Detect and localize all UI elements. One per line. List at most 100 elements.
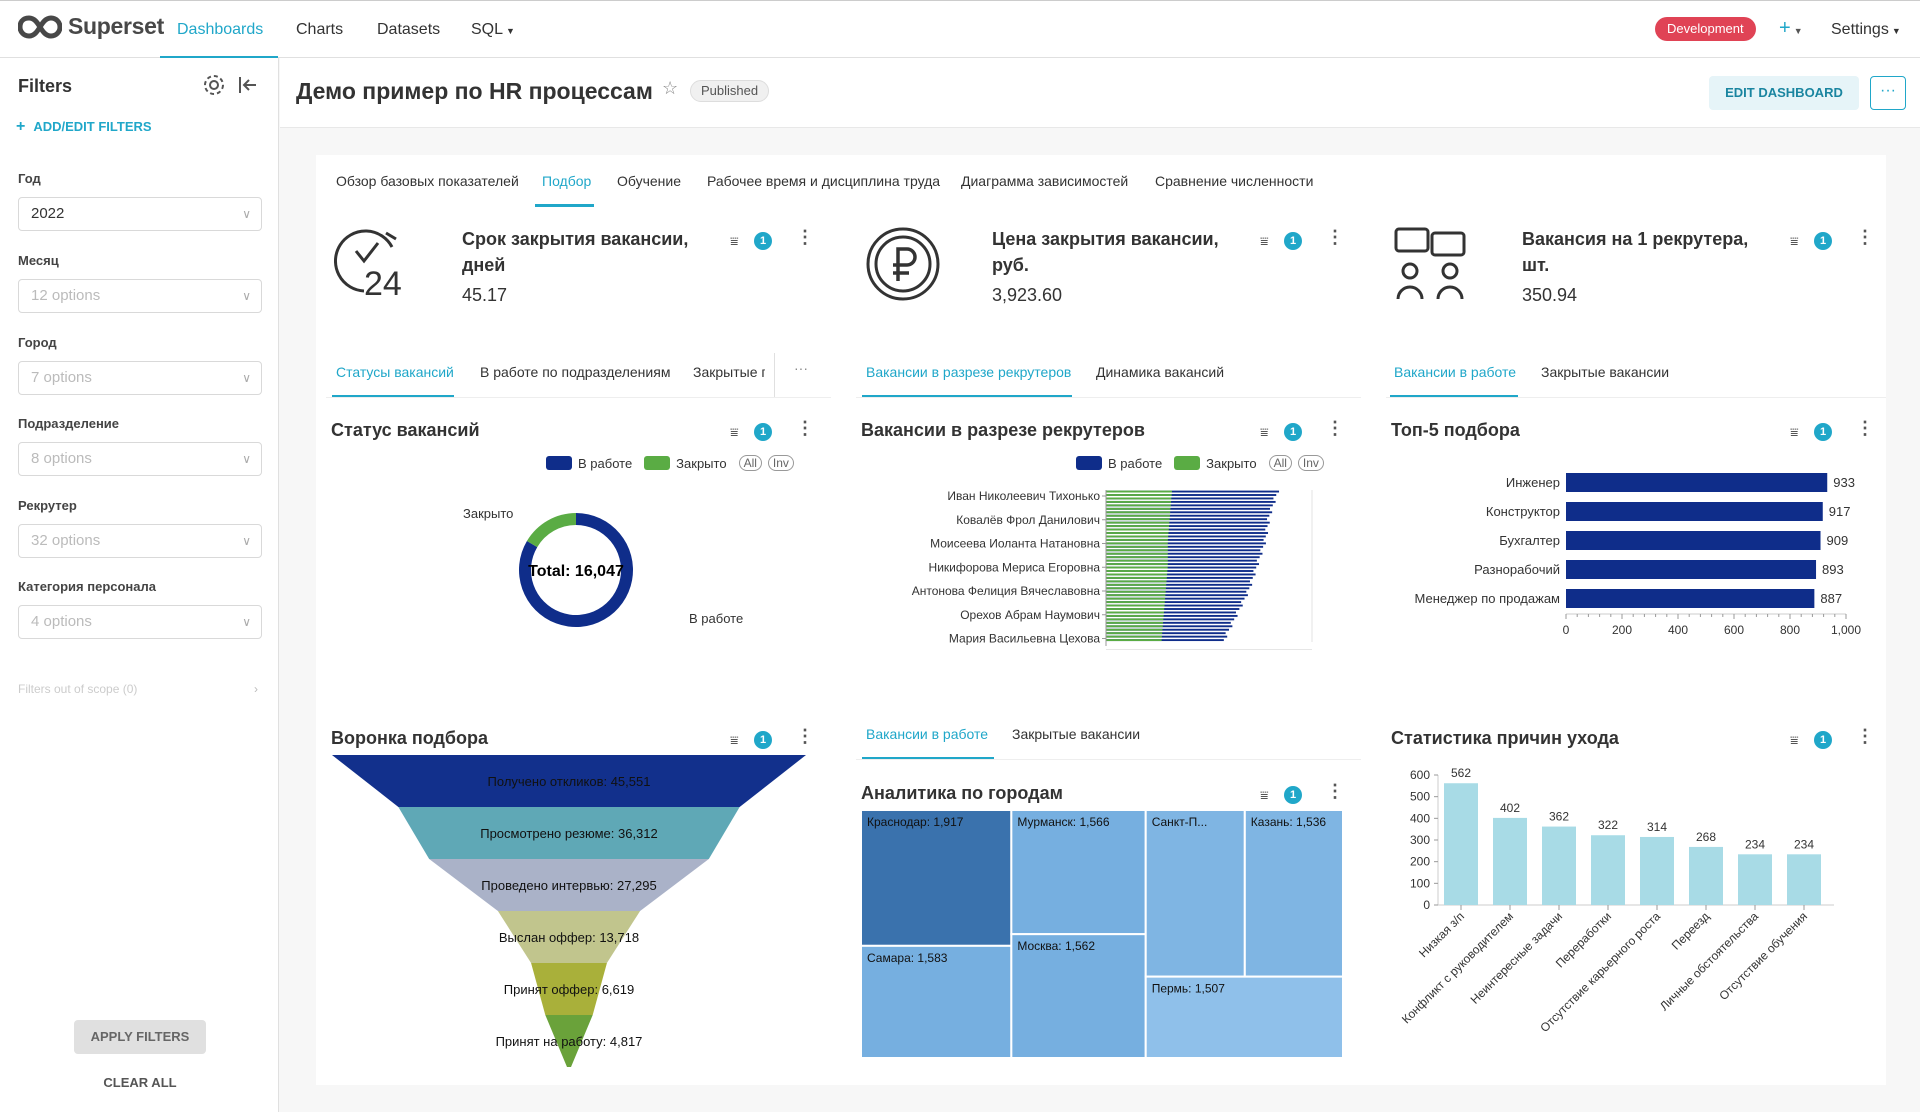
filter-indicator[interactable]: ⩸ 1	[730, 231, 786, 253]
chevron-right-icon: ›	[254, 682, 258, 696]
bar	[1106, 635, 1228, 638]
bar	[1106, 497, 1172, 500]
tab-closed-vacancies[interactable]: Закрытые вакансии	[1012, 726, 1141, 742]
bar	[1106, 570, 1254, 572]
x-tick-label: 200	[1612, 623, 1632, 637]
tab-working-time[interactable]: Рабочее время и дисциплина труда	[707, 173, 941, 189]
superset-logo[interactable]: Superset	[18, 13, 164, 40]
kpi-title-line2: руб.	[992, 255, 1029, 275]
chart-menu-icon[interactable]: ⋮	[1326, 418, 1344, 438]
chart-menu-icon[interactable]: ⋮	[796, 227, 814, 247]
filter-icon: ⩸	[730, 732, 739, 748]
filters-out-of-scope[interactable]: Filters out of scope (0) ›	[18, 682, 262, 696]
environment-badge: Development	[1655, 17, 1756, 41]
legend-label[interactable]: Закрыто	[1206, 455, 1257, 471]
legend-label[interactable]: В работе	[1108, 455, 1163, 471]
more-tabs-icon[interactable]: ···	[794, 360, 808, 376]
legend-invert-toggle[interactable]: Inv	[767, 455, 794, 471]
filter-indicator[interactable]: ⩸ 1	[730, 422, 786, 444]
legend-invert-toggle[interactable]: Inv	[1297, 455, 1324, 471]
chart-menu-icon[interactable]: ⋮	[796, 418, 814, 438]
filter-indicator[interactable]: ⩸ 1	[1260, 231, 1316, 253]
chart-menu-icon[interactable]: ⋮	[1326, 227, 1344, 247]
top-navbar: Superset Dashboards Charts Datasets SQL ▼…	[0, 0, 1920, 59]
tab-overview[interactable]: Обзор базовых показателей	[336, 173, 519, 189]
data-label: 234	[1794, 837, 1814, 851]
tab-vacancies-in-progress[interactable]: Вакансии в работе	[866, 726, 989, 742]
more-options-button[interactable]: ···	[1870, 76, 1906, 110]
city-select[interactable]: 7 options ∨	[18, 361, 262, 395]
tab-vacancy-statuses[interactable]: Статусы вакансий	[336, 364, 454, 380]
dashboard-content: Обзор базовых показателей Подбор Обучени…	[316, 155, 1886, 1085]
department-select[interactable]: 8 options ∨	[18, 442, 262, 476]
chevron-down-icon: ∨	[242, 615, 251, 629]
settings-menu[interactable]: Settings ▼	[1831, 21, 1901, 39]
tab-by-departments[interactable]: В работе по подразделениям	[480, 364, 671, 380]
tab-dependency-diagram[interactable]: Диаграмма зависимостей	[961, 173, 1129, 189]
legend-all-toggle[interactable]: All	[1268, 455, 1292, 471]
recruiter-select[interactable]: 32 options ∨	[18, 524, 262, 558]
caret-down-icon: ▼	[1891, 26, 1901, 36]
nav-dashboards[interactable]: Dashboards	[177, 21, 264, 38]
tab-closed-by[interactable]: Закрытые по	[693, 364, 765, 380]
bar	[1106, 580, 1167, 583]
add-edit-filters-button[interactable]: + ADD/EDIT FILTERS	[16, 118, 152, 136]
tab-training[interactable]: Обучение	[617, 173, 682, 189]
chart-title: Топ-5 подбора	[1391, 420, 1520, 440]
bar	[1106, 500, 1172, 503]
bar	[1444, 783, 1478, 905]
nav-datasets[interactable]: Datasets	[377, 21, 441, 38]
edit-dashboard-button[interactable]: EDIT DASHBOARD	[1709, 76, 1859, 110]
bar	[1106, 601, 1165, 604]
chart-menu-icon[interactable]: ⋮	[1856, 227, 1874, 247]
chart-menu-icon[interactable]: ⋮	[796, 726, 814, 746]
nav-sql[interactable]: SQL ▼	[471, 21, 515, 39]
bar	[1106, 611, 1164, 614]
tab-vacancy-dynamics[interactable]: Динамика вакансий	[1096, 364, 1225, 380]
chart-menu-icon[interactable]: ⋮	[1856, 726, 1874, 746]
bar	[1106, 525, 1170, 528]
chart-menu-icon[interactable]: ⋮	[1326, 781, 1344, 801]
legend-label[interactable]: Закрыто	[676, 455, 727, 471]
filter-indicator[interactable]: ⩸ 1	[730, 730, 786, 752]
year-select[interactable]: 2022 ∨	[18, 197, 262, 231]
bar	[1106, 604, 1165, 607]
filter-indicator[interactable]: ⩸ 1	[1790, 730, 1846, 752]
superset-logo-icon	[18, 14, 62, 39]
star-icon[interactable]: ☆	[662, 78, 679, 98]
tab-vacancies-in-progress[interactable]: Вакансии в работе	[1394, 364, 1517, 380]
bar	[1106, 566, 1257, 569]
bar	[1106, 549, 1168, 552]
tab-recruitment[interactable]: Подбор	[542, 173, 592, 189]
tab-vacancies-by-recruiter[interactable]: Вакансии в разрезе рекрутеров	[866, 364, 1072, 380]
plus-menu-button[interactable]: + ▼	[1779, 17, 1803, 40]
legend-label[interactable]: В работе	[578, 455, 633, 471]
legend-all-toggle[interactable]: All	[738, 455, 762, 471]
clear-all-button[interactable]: CLEAR ALL	[103, 1075, 177, 1090]
tab-closed-vacancies[interactable]: Закрытые вакансии	[1541, 364, 1670, 380]
gear-icon[interactable]	[202, 73, 226, 97]
filter-label-month: Месяц	[18, 253, 59, 268]
bar	[1106, 618, 1235, 621]
filter-indicator[interactable]: ⩸ 1	[1790, 231, 1846, 253]
nav-charts[interactable]: Charts	[296, 21, 344, 38]
tab-headcount-comparison[interactable]: Сравнение численности	[1155, 173, 1314, 189]
chart-menu-icon[interactable]: ⋮	[1856, 418, 1874, 438]
staff-category-select[interactable]: 4 options ∨	[18, 605, 262, 639]
donut-slice	[526, 513, 576, 548]
funnel-label: Получено откликов: 45,551	[488, 774, 651, 789]
divider	[1386, 397, 1886, 398]
published-badge[interactable]: Published	[690, 80, 770, 102]
apply-filters-button[interactable]: APPLY FILTERS	[74, 1020, 206, 1054]
bar	[1591, 835, 1625, 905]
bar	[1106, 563, 1260, 566]
bar	[1566, 560, 1817, 579]
bar	[1106, 573, 1256, 576]
filter-count-badge: 1	[754, 232, 772, 250]
bar	[1106, 621, 1164, 624]
month-select[interactable]: 12 options ∨	[18, 279, 262, 313]
filter-indicator[interactable]: ⩸ 1	[1260, 422, 1316, 444]
collapse-sidebar-icon[interactable]	[237, 74, 259, 96]
filter-indicator[interactable]: ⩸ 1	[1260, 785, 1316, 807]
filter-indicator[interactable]: ⩸ 1	[1790, 422, 1846, 444]
